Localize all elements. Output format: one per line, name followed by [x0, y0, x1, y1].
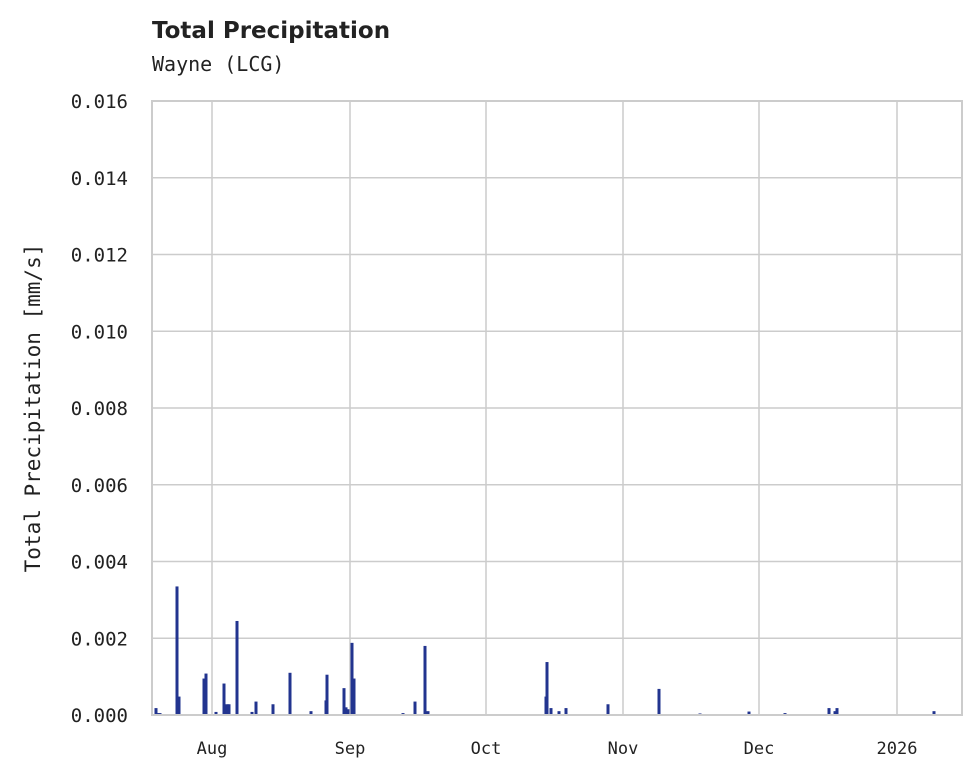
- y-tick-label: 0.010: [71, 321, 128, 343]
- y-tick-label: 0.002: [71, 628, 128, 650]
- precip-bar: [352, 678, 356, 715]
- precip-bar: [557, 711, 561, 715]
- x-tick-label: Aug: [197, 739, 228, 759]
- y-tick-label: 0.000: [71, 705, 128, 727]
- precip-bar: [346, 709, 350, 715]
- x-tick-label: 2026: [877, 739, 918, 759]
- precip-bar: [254, 701, 258, 715]
- precip-bar: [657, 688, 661, 715]
- precip-bar: [325, 674, 329, 715]
- precip-bar: [225, 704, 229, 715]
- precip-bar: [271, 704, 275, 715]
- precip-bar: [827, 708, 831, 715]
- x-tick-label: Oct: [471, 739, 502, 759]
- y-tick-label: 0.014: [71, 168, 128, 190]
- chart-title: Total Precipitation: [152, 18, 391, 44]
- precip-bar: [423, 645, 427, 715]
- precip-bar: [214, 711, 218, 715]
- precip-bar: [606, 704, 610, 715]
- precip-bar: [344, 707, 348, 715]
- y-tick-label: 0.012: [71, 245, 128, 267]
- precip-bar: [250, 711, 254, 715]
- precip-bar: [202, 678, 206, 715]
- chart-subtitle: Wayne (LCG): [152, 52, 285, 76]
- x-tick-label: Sep: [335, 739, 366, 759]
- plot-frame: [151, 100, 963, 716]
- precip-bar: [222, 683, 226, 715]
- y-axis-ticks: 0.000 0.002 0.004 0.006 0.008 0.010 0.012 0.014…: [71, 91, 128, 727]
- precip-bar: [833, 711, 837, 715]
- precip-bar: [235, 620, 239, 715]
- precip-bar: [204, 673, 208, 715]
- precip-bar: [342, 688, 346, 715]
- y-axis-label: Total Precipitation [mm/s]: [21, 244, 45, 573]
- y-tick-label: 0.016: [71, 91, 128, 113]
- precip-bar: [545, 662, 549, 715]
- precip-bar: [175, 586, 179, 715]
- y-tick-label: 0.008: [71, 398, 128, 420]
- precip-bar: [154, 708, 158, 715]
- precip-bar: [564, 708, 568, 715]
- x-axis-ticks: Aug Sep Oct Nov Dec 2026: [197, 739, 918, 759]
- precip-bar: [288, 672, 292, 715]
- precip-bar: [177, 696, 181, 715]
- x-tick-label: Nov: [608, 739, 639, 759]
- precip-bar: [747, 711, 751, 715]
- precip-bar: [309, 711, 313, 715]
- y-tick-label: 0.006: [71, 475, 128, 497]
- precip-bar: [835, 708, 839, 715]
- precip-bar: [227, 704, 231, 715]
- precip-bar: [413, 701, 417, 715]
- data-bars: [154, 586, 936, 715]
- grid-lines: [152, 100, 962, 716]
- y-tick-label: 0.004: [71, 552, 128, 574]
- precip-bar: [932, 711, 936, 715]
- precip-bar: [549, 708, 553, 715]
- precip-bar: [426, 711, 430, 715]
- x-tick-label: Dec: [744, 739, 775, 759]
- precip-bar: [350, 642, 354, 715]
